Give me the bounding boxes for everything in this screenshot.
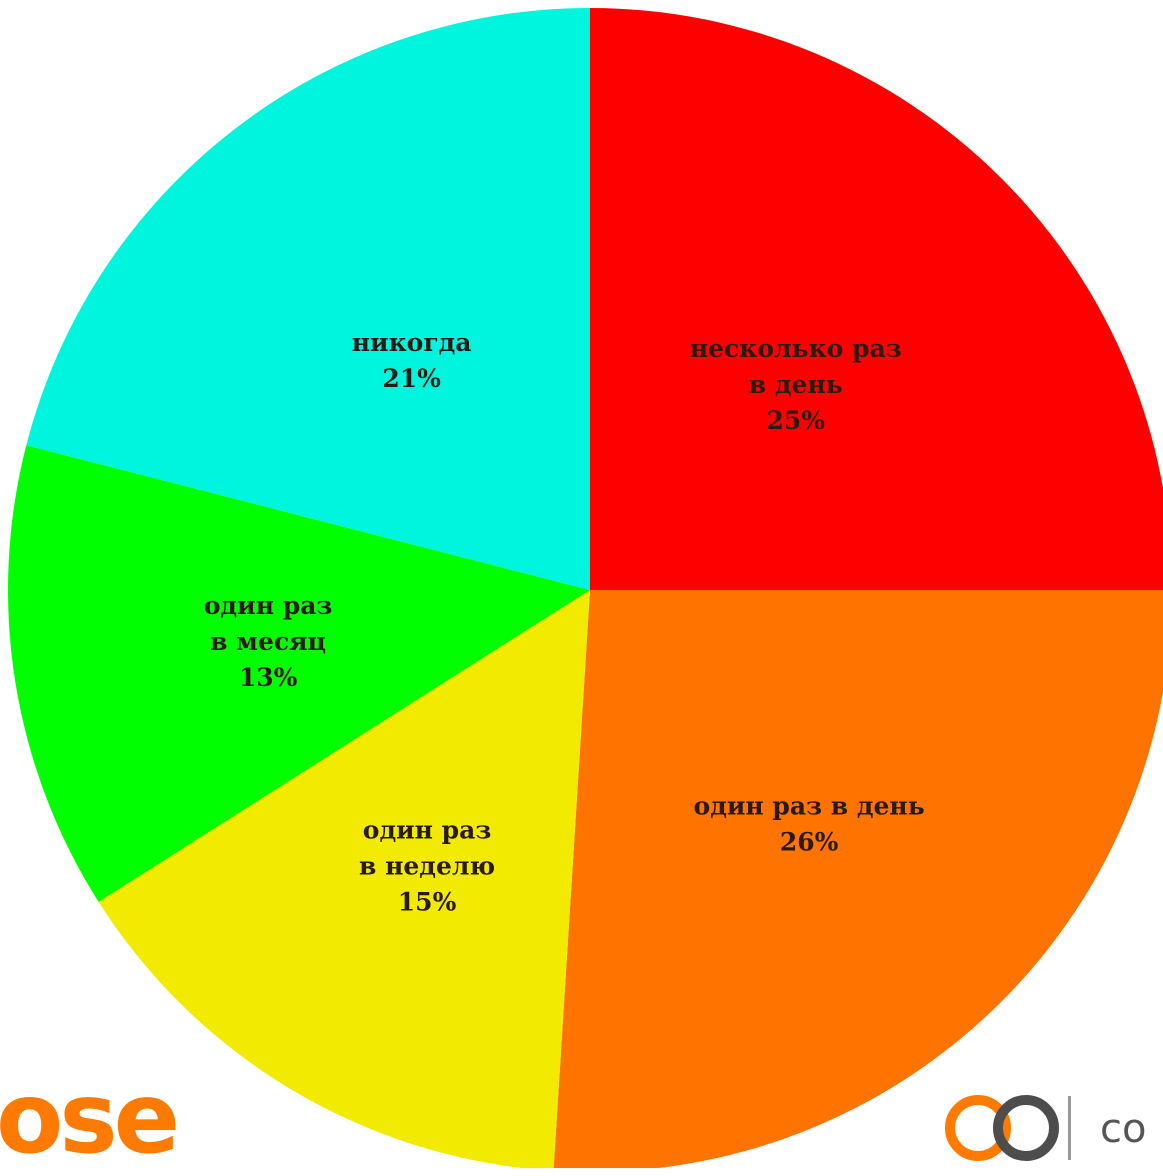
brand-logo-left: ose — [0, 1062, 180, 1176]
slice-label-line: несколько раз — [690, 334, 902, 363]
slice-percent-label: 26% — [780, 827, 839, 856]
slice-label-line: один раз в день — [694, 791, 925, 820]
slice-label-line: в неделю — [359, 852, 495, 881]
infinity-logo-icon — [945, 1095, 1071, 1161]
slice-label-line: никогда — [352, 328, 472, 357]
pie-slice-0 — [590, 8, 1163, 590]
slice-label-line: один раз — [363, 816, 492, 845]
pie-slice-2 — [98, 590, 591, 1171]
slice-label-line: в день — [749, 370, 843, 399]
slice-percent-label: 21% — [382, 364, 441, 393]
pie-slice-4 — [26, 8, 590, 590]
brand-right-text: co — [1100, 1106, 1147, 1152]
pie-slice-1 — [553, 590, 1163, 1172]
slice-percent-label: 25% — [766, 406, 825, 435]
slice-label-line: один раз — [204, 591, 333, 620]
slice-label-line: в месяц — [210, 627, 326, 656]
slice-percent-label: 15% — [398, 888, 457, 917]
slice-percent-label: 13% — [239, 663, 298, 692]
brand-logo-right: co — [940, 1088, 1163, 1168]
pie-slice-3 — [7, 445, 590, 902]
